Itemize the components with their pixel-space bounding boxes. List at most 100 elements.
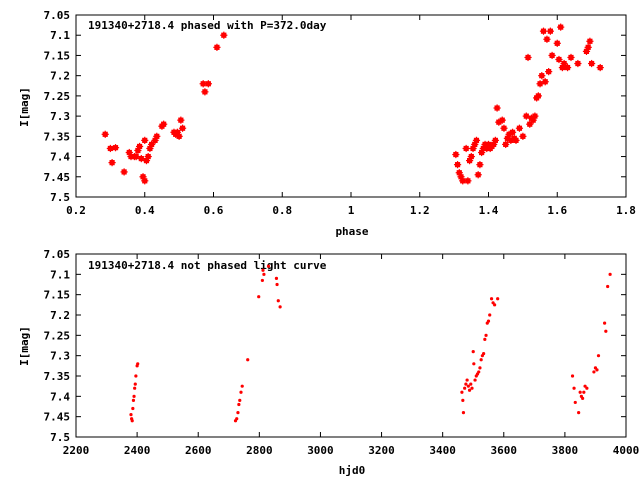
unphased-data-point [464, 382, 468, 386]
phased-data-point [563, 63, 572, 72]
phased-x-tick-label: 1.6 [547, 204, 567, 217]
unphased-x-tick-label: 4000 [613, 444, 640, 457]
unphased-data-point [262, 272, 266, 276]
unphased-data-point [274, 276, 279, 280]
unphased-y-tick-label: 7.45 [44, 411, 71, 424]
phased-data-point [178, 124, 187, 132]
phased-x-tick-label: 1.8 [616, 204, 636, 217]
unphased-data-point [583, 384, 587, 388]
phased-data-point [538, 72, 546, 80]
unphased-data-point [493, 303, 497, 307]
phased-data-point [106, 144, 114, 153]
unphased-data-point [236, 411, 240, 415]
phased-x-tick-label: 0.8 [272, 204, 292, 217]
unphased-data-point [595, 368, 599, 372]
unphased-data-point [132, 394, 136, 398]
phased-y-tick-label: 7.4 [50, 151, 70, 164]
phased-data-point [515, 124, 524, 132]
phased-x-tick-label: 1 [348, 204, 355, 217]
phased-data-point [111, 144, 120, 152]
unphased-data-point [133, 382, 137, 386]
phased-data-point [574, 59, 582, 68]
unphased-x-tick-label: 3800 [552, 444, 579, 457]
unphased-x-tick-label: 3400 [429, 444, 456, 457]
phased-data-point [144, 152, 152, 161]
phased-data-point [153, 132, 161, 140]
unphased-data-point [130, 419, 134, 423]
unphased-x-tick-label: 2200 [63, 444, 90, 457]
unphased-chart-x-axis-label: hjd0 [339, 464, 366, 477]
unphased-data-point [239, 390, 243, 394]
unphased-y-tick-label: 7.5 [50, 431, 70, 444]
unphased-data-point [577, 411, 581, 415]
unphased-data-point [261, 268, 265, 272]
phased-data-point [462, 144, 470, 153]
phased-y-tick-label: 7.1 [50, 29, 70, 42]
phased-data-point [539, 27, 548, 35]
phased-data-point [132, 152, 140, 161]
unphased-data-point [460, 390, 464, 394]
phased-data-point [500, 124, 508, 132]
unphased-chart-y-axis-label: I[mag] [18, 326, 31, 366]
phased-data-point [546, 27, 554, 35]
unphased-data-point [585, 386, 589, 390]
phased-y-tick-label: 7.5 [50, 191, 70, 204]
phased-data-point [464, 177, 472, 185]
unphased-data-point [237, 402, 241, 407]
unphased-data-point [606, 284, 610, 289]
unphased-x-tick-label: 2400 [124, 444, 151, 457]
phased-data-point [536, 80, 544, 88]
unphased-x-tick-label: 2800 [246, 444, 273, 457]
phased-data-point [108, 159, 116, 167]
phased-data-point [553, 39, 561, 47]
unphased-data-point [246, 358, 250, 362]
unphased-data-point [278, 305, 282, 309]
unphased-y-tick-label: 7.15 [44, 289, 71, 302]
phased-data-point [524, 53, 532, 62]
phased-data-point [472, 136, 481, 144]
phased-data-point [201, 88, 209, 96]
phased-y-tick-label: 7.05 [44, 9, 71, 22]
unphased-x-tick-label: 3200 [368, 444, 395, 457]
unphased-y-tick-label: 7.2 [50, 309, 70, 322]
phased-data-point [560, 59, 568, 68]
unphased-data-point [484, 333, 488, 337]
phased-data-point [474, 171, 482, 179]
phased-data-point [476, 161, 484, 169]
phased-data-point [512, 136, 520, 144]
phased-data-point [502, 140, 510, 149]
unphased-data-point [572, 386, 576, 390]
unphased-data-point [604, 329, 608, 333]
unphased-data-point [466, 384, 470, 388]
phased-x-tick-label: 0.2 [66, 204, 86, 217]
unphased-data-point [578, 390, 582, 394]
unphased-data-point [470, 386, 474, 390]
unphased-x-tick-label: 3000 [307, 444, 334, 457]
phased-x-tick-label: 1.4 [479, 204, 499, 217]
phased-chart-title: 191340+2718.4 phased with P=372.0day [88, 19, 327, 32]
phased-data-point [177, 116, 185, 124]
unphased-data-point [133, 386, 137, 390]
unphased-data-point [276, 299, 280, 303]
phased-data-point [586, 37, 594, 45]
unphased-y-tick-label: 7.35 [44, 370, 71, 383]
phased-chart-x-axis-label: phase [335, 225, 368, 238]
phased-data-point [220, 31, 228, 39]
phased-data-point [545, 68, 553, 76]
unphased-data-point [478, 366, 482, 370]
phased-data-point [534, 92, 542, 100]
phased-data-point [548, 51, 556, 60]
unphased-data-point [131, 406, 135, 411]
phased-data-point [567, 53, 575, 62]
phased-y-tick-label: 7.15 [44, 49, 71, 62]
phased-data-point [175, 132, 183, 140]
phased-data-point [522, 112, 530, 120]
unphased-light-curve-chart: 191340+2718.4 not phased light curve hjd… [18, 248, 639, 477]
unphased-data-point [482, 352, 486, 356]
unphased-x-tick-label: 3600 [491, 444, 518, 457]
phased-x-tick-label: 1.2 [410, 204, 430, 217]
phased-data-point [213, 43, 221, 51]
unphased-data-point [477, 370, 481, 374]
phased-data-point [491, 136, 499, 144]
